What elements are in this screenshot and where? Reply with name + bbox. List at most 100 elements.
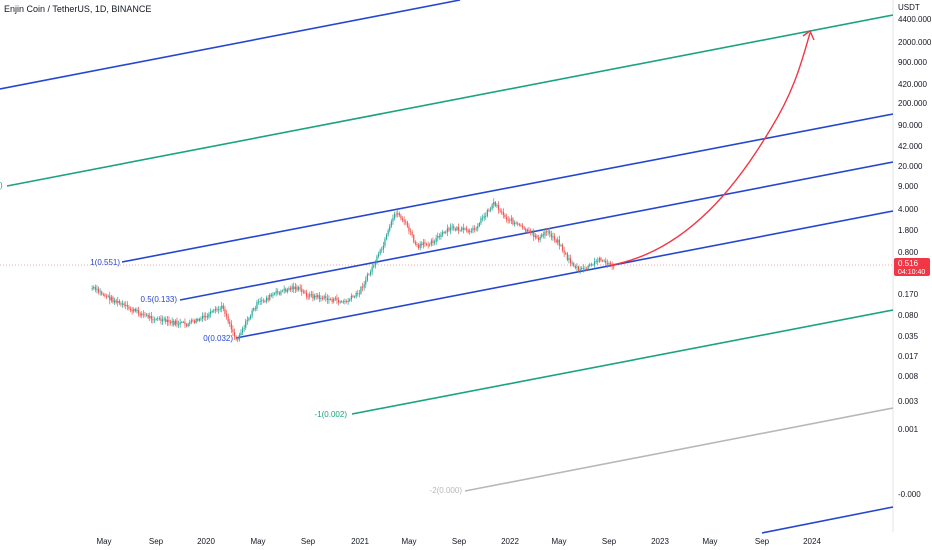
- candle-body: [144, 314, 146, 316]
- candle-body: [480, 218, 482, 224]
- x-tick-label: May: [250, 537, 265, 546]
- candles-group: [91, 198, 615, 343]
- candle-body: [137, 309, 140, 314]
- candle-body: [453, 226, 455, 229]
- candle-body: [269, 294, 271, 300]
- y-tick-label: 0.035: [898, 332, 919, 341]
- candle-body: [496, 205, 498, 206]
- candle-body: [336, 298, 338, 300]
- candle-body: [246, 320, 248, 321]
- candle-body: [424, 242, 426, 244]
- candle-body: [552, 236, 554, 238]
- candle-body: [547, 231, 549, 233]
- candle-body: [393, 214, 396, 219]
- candle-body: [363, 284, 365, 288]
- candle-body: [224, 308, 226, 314]
- candle-body: [187, 323, 189, 327]
- candle-body: [515, 222, 517, 224]
- candle-body: [523, 227, 525, 229]
- candle-body: [107, 295, 109, 297]
- x-tick-label: Sep: [301, 537, 316, 546]
- candle-body: [131, 310, 133, 312]
- candle-body: [133, 309, 135, 312]
- candle-body: [198, 318, 200, 321]
- candle-body: [157, 318, 159, 320]
- x-tick-label: 2024: [803, 537, 821, 546]
- candle-body: [342, 301, 344, 303]
- candle-body: [256, 301, 258, 309]
- candle-body: [249, 315, 252, 319]
- candle-body: [417, 244, 420, 248]
- candle-body: [312, 294, 314, 299]
- candle-body: [230, 323, 232, 330]
- candle-body: [561, 245, 564, 251]
- y-tick-label: 900.000: [898, 58, 927, 67]
- candle-body: [153, 319, 156, 321]
- candle-body: [501, 211, 503, 213]
- candle-body: [318, 295, 320, 300]
- candle-body: [216, 308, 218, 311]
- candle-body: [398, 213, 400, 216]
- candle-body: [273, 293, 276, 295]
- candle-body: [160, 318, 162, 322]
- candle-body: [539, 237, 541, 240]
- candle-body: [566, 253, 568, 260]
- candle-body: [381, 249, 383, 251]
- candle-body: [209, 312, 212, 314]
- candle-body: [592, 264, 594, 266]
- candle-body: [262, 300, 264, 302]
- candle-body: [384, 239, 386, 246]
- candle-body: [115, 300, 117, 303]
- x-tick-label: Sep: [602, 537, 617, 546]
- candle-body: [126, 304, 128, 307]
- candle-body: [462, 227, 464, 230]
- candle-body: [449, 227, 452, 231]
- candle-body: [309, 294, 311, 297]
- candle-body: [537, 237, 540, 240]
- candle-body: [251, 310, 253, 316]
- candle-body: [211, 311, 213, 313]
- candle-body: [120, 303, 122, 305]
- candle-body: [305, 292, 308, 297]
- candle-body: [141, 313, 143, 316]
- candle-body: [406, 222, 408, 227]
- candle-body: [302, 291, 304, 293]
- candle-body: [163, 318, 165, 320]
- candle-body: [520, 224, 522, 226]
- candle-body: [301, 288, 303, 292]
- candle-body: [584, 268, 586, 270]
- candle-body: [595, 261, 597, 262]
- fib-channel-line: [0, 0, 461, 90]
- candle-body: [150, 315, 152, 320]
- candle-body: [525, 228, 527, 232]
- candle-body: [437, 236, 439, 239]
- candle-body: [193, 320, 196, 323]
- candle-body: [409, 231, 412, 233]
- candle-body: [105, 296, 108, 298]
- candle-body: [467, 229, 469, 233]
- candle-body: [245, 320, 247, 328]
- candle-body: [419, 243, 421, 248]
- candle-body: [579, 269, 581, 271]
- candle-body: [361, 286, 364, 288]
- candle-body: [189, 322, 191, 324]
- candle-body: [176, 320, 178, 325]
- candle-body: [576, 266, 578, 268]
- y-tick-label: -0.000: [898, 490, 921, 499]
- candle-body: [310, 294, 312, 295]
- candle-body: [438, 236, 440, 237]
- candle-body: [232, 329, 234, 333]
- candle-body: [440, 234, 442, 237]
- candle-body: [317, 295, 319, 298]
- candle-body: [261, 300, 263, 302]
- candle-body: [606, 263, 608, 265]
- candle-body: [373, 265, 375, 267]
- candle-body: [134, 309, 136, 312]
- candle-body: [179, 322, 181, 325]
- candle-body: [385, 234, 388, 240]
- candle-body: [387, 230, 389, 235]
- candle-body: [397, 213, 399, 215]
- candle-body: [291, 286, 293, 290]
- candle-body: [128, 306, 130, 309]
